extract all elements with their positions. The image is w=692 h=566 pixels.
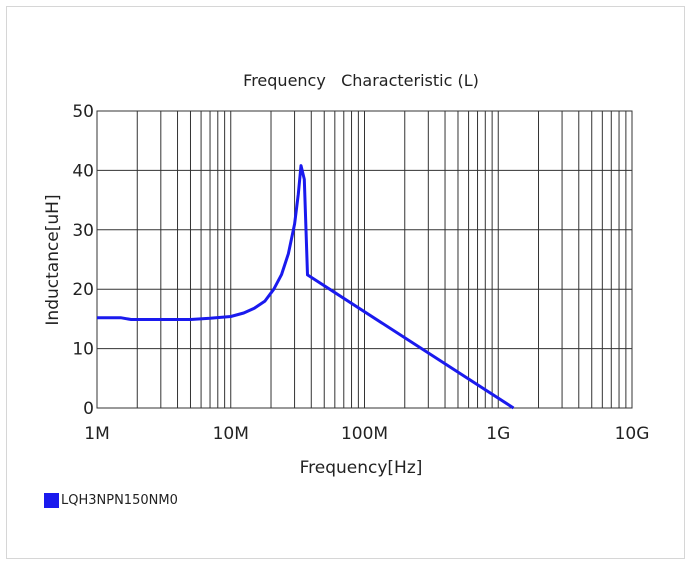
x-axis-label: Frequency[Hz]: [300, 458, 423, 478]
y-tick-label: 50: [72, 102, 94, 122]
x-tick-label: 10M: [213, 424, 249, 444]
tick-labels: 1M 10M 100M 1G 10G 0 10 20 30 40 50: [72, 102, 649, 444]
y-tick-label: 20: [72, 280, 94, 300]
x-tick-label: 1G: [486, 424, 510, 444]
plot-border: [96, 110, 633, 409]
x-tick-label: 100M: [341, 424, 388, 444]
legend-label: LQH3NPN150NM0: [61, 492, 178, 508]
series-layer: [97, 164, 515, 410]
legend: LQH3NPN150NM0: [44, 492, 178, 508]
grid-lines: [97, 111, 632, 408]
y-tick-label: 0: [83, 399, 94, 419]
chart-frame: [6, 6, 685, 559]
legend-swatch: [44, 492, 59, 508]
x-tick-label: 10G: [615, 424, 650, 444]
series-line-inductance: [97, 164, 515, 410]
y-tick-label: 30: [72, 221, 94, 241]
y-tick-label: 10: [72, 340, 94, 360]
y-tick-label: 40: [72, 161, 94, 181]
y-axis-label: Inductance[uH]: [43, 194, 63, 325]
x-tick-label: 1M: [84, 424, 109, 444]
chart-title: Frequency Characteristic (L): [243, 71, 479, 90]
